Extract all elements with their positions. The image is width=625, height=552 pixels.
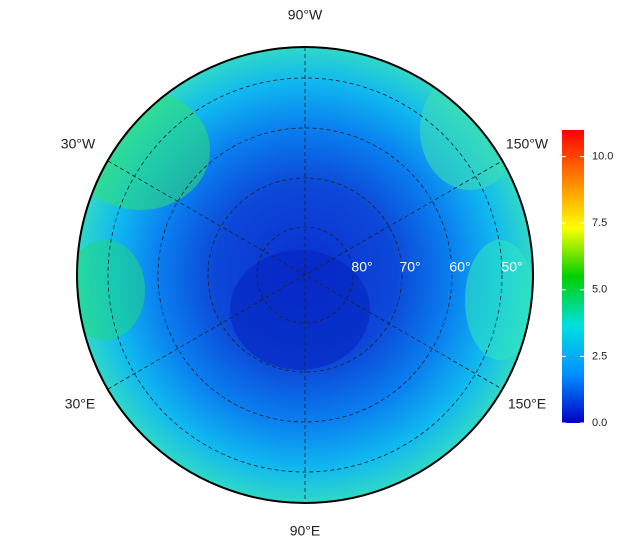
graticule bbox=[107, 47, 503, 503]
lon-label: 30°W bbox=[61, 136, 96, 152]
polar-field bbox=[76, 46, 534, 504]
lon-label: 30°E bbox=[65, 396, 96, 412]
lat-label: 60° bbox=[449, 259, 470, 275]
lat-label: 80° bbox=[351, 259, 372, 275]
lat-label: 50° bbox=[501, 259, 522, 275]
colorbar-tick-label: 2.5 bbox=[592, 350, 607, 362]
colorbar-tick-label: 0.0 bbox=[592, 417, 607, 429]
colorbar-tick-label: 5.0 bbox=[592, 284, 607, 296]
colorbar bbox=[562, 130, 584, 423]
lon-label: 90°W bbox=[288, 7, 323, 23]
lon-label: 150°E bbox=[508, 396, 546, 412]
colorbar-tick-label: 10.0 bbox=[592, 151, 613, 163]
lon-label: 150°W bbox=[506, 136, 549, 152]
lon-label: 90°E bbox=[290, 523, 321, 539]
colorbar-tick-label: 7.5 bbox=[592, 217, 607, 229]
lat-label: 70° bbox=[399, 259, 420, 275]
